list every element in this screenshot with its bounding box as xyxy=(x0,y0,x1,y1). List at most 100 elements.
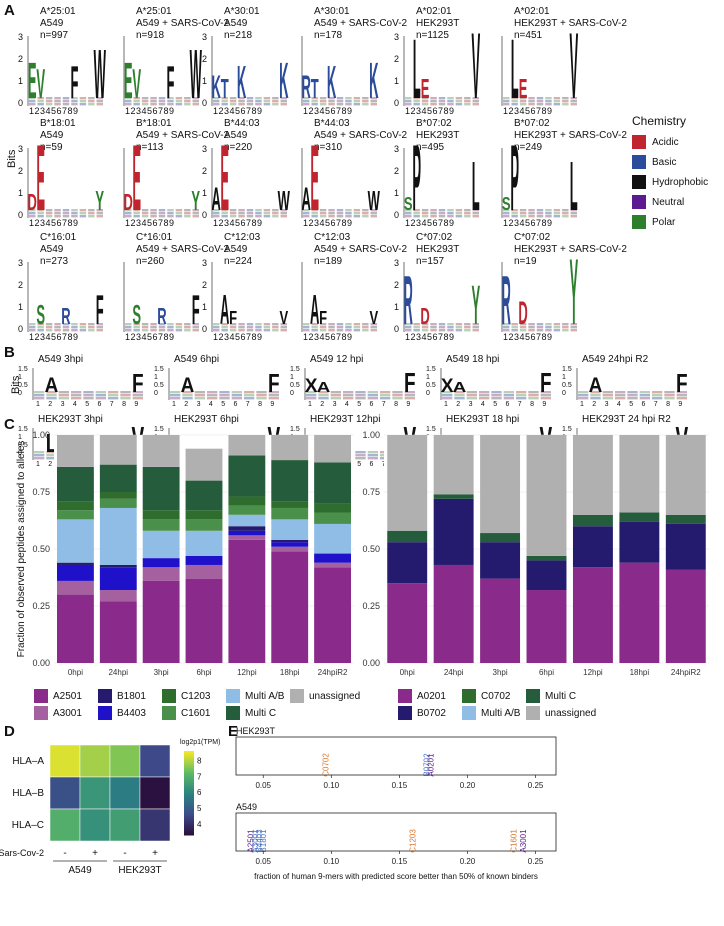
x-tick-label: 6hpi xyxy=(196,668,211,677)
logo-noise-mark xyxy=(79,326,87,329)
panel-b-y-tick: 1.5 xyxy=(290,426,300,433)
logo-noise-mark xyxy=(88,323,95,326)
panel-b-x-tick: 5 xyxy=(357,401,362,408)
logo-noise-mark xyxy=(370,215,377,218)
logo-noise-mark xyxy=(272,329,279,332)
panel-b-x-tick: 3 xyxy=(332,401,337,408)
logo-noise-mark xyxy=(442,394,453,397)
logo-noise-mark xyxy=(519,323,527,326)
panel-label-d: D xyxy=(4,723,15,740)
bar-segment-a3001 xyxy=(314,562,351,568)
legend-label: B1801 xyxy=(117,690,146,702)
panel-b-logo-title: A549 6hpi xyxy=(174,354,220,365)
colorbar-step xyxy=(184,801,194,804)
logo-noise-mark xyxy=(545,212,552,215)
logo-noise-mark xyxy=(280,100,287,103)
colorbar-step xyxy=(184,793,194,796)
bar-segment-unassigned xyxy=(99,435,137,465)
bar-segment-a2501 xyxy=(185,578,223,663)
logo-y-tick: 3 xyxy=(202,32,208,42)
logo-letter: A xyxy=(317,379,331,396)
logo-noise-mark xyxy=(71,97,78,100)
logo-noise-mark xyxy=(207,394,218,397)
chemistry-legend-item: Neutral xyxy=(632,192,708,212)
panel-b-x-tick: 1 xyxy=(580,401,584,408)
logo-noise-mark xyxy=(88,212,95,215)
logo-noise-mark xyxy=(392,391,403,394)
x-tick-label: 24hpi xyxy=(108,668,128,677)
logo-x-ticks: 123456789 xyxy=(29,218,79,228)
logo-noise-mark xyxy=(45,326,53,329)
logo-noise-mark xyxy=(125,326,132,329)
logo-noise-mark xyxy=(133,97,140,100)
panel-b-y-tick: 0.5 xyxy=(154,382,164,389)
chemistry-legend-label: Basic xyxy=(652,156,677,168)
logo-noise-mark xyxy=(405,326,412,329)
bar-segment-multi-c xyxy=(228,455,266,497)
logo-noise-mark xyxy=(141,329,149,332)
colorbar-step xyxy=(184,757,194,760)
panel-b-x-tick: 4 xyxy=(208,401,213,408)
logo-y-tick: 0 xyxy=(394,324,400,334)
logo-noise-mark xyxy=(602,391,613,394)
logo-noise-mark xyxy=(343,391,354,394)
logo-noise-mark xyxy=(29,212,36,215)
allele-point-label: A3001 xyxy=(519,829,528,853)
colorbar-step xyxy=(184,820,194,823)
logo-letter: V xyxy=(369,308,378,329)
logo-x-ticks: 123456789 xyxy=(503,106,553,116)
logo-letter: D xyxy=(420,304,429,330)
bar-segment-a0201 xyxy=(665,569,706,663)
logo-noise-mark xyxy=(413,97,420,100)
y-tick-label: 0.00 xyxy=(362,658,380,668)
logo-noise-mark xyxy=(615,394,626,397)
colorbar-tick: 4 xyxy=(197,820,202,829)
logo-letter: F xyxy=(96,286,104,333)
logo-letter: S xyxy=(404,194,413,215)
colorbar-step xyxy=(184,755,194,758)
logo-noise-mark xyxy=(472,209,479,212)
logo-noise-mark xyxy=(213,100,220,103)
logo-noise-mark xyxy=(570,215,577,218)
logo-noise-mark xyxy=(430,326,437,329)
colorbar-step xyxy=(184,769,194,773)
logo-letter: W xyxy=(368,184,380,216)
legend-swatch xyxy=(226,689,240,703)
logo-title: A*25:01 A549 + SARS-CoV-2 n=918 xyxy=(136,6,229,42)
logo-noise-mark xyxy=(141,326,149,329)
logo-letter: Y xyxy=(95,184,104,216)
bar-segment-b4403 xyxy=(271,542,309,547)
logo-noise-mark xyxy=(367,457,378,460)
logo-noise-mark xyxy=(96,103,103,106)
logo-noise-mark xyxy=(455,215,463,218)
logo-y-tick: 1 xyxy=(18,302,24,312)
colorbar-tick: 6 xyxy=(197,788,202,797)
logo-noise-mark xyxy=(353,215,361,218)
logo-noise-mark xyxy=(303,103,310,106)
logo-noise-mark xyxy=(562,215,569,218)
logo-noise-mark xyxy=(405,323,412,326)
logo-noise-mark xyxy=(528,397,539,400)
logo-noise-mark xyxy=(404,391,415,394)
bar-segment-b4403 xyxy=(99,567,137,591)
logo-noise-mark xyxy=(464,326,471,329)
panel-b-logo-title: HEK293T 12hpi xyxy=(310,414,381,425)
logo-noise-mark xyxy=(231,391,242,394)
legend-item: B0702 xyxy=(398,706,446,720)
logo-noise-mark xyxy=(362,212,369,215)
x-tick-label: 0.20 xyxy=(460,781,476,790)
logo-noise-mark xyxy=(421,323,429,326)
bar-segment-b4403 xyxy=(57,564,94,581)
logo-noise-mark xyxy=(303,100,310,103)
panel-b-y-tick: 0 xyxy=(562,390,566,397)
logo-noise-mark xyxy=(511,97,518,100)
logo-noise-mark xyxy=(37,215,44,218)
panel-b-y-tick: 0 xyxy=(18,390,22,397)
panel-b-x-tick: 6 xyxy=(641,401,646,408)
logo-letter: W xyxy=(278,184,290,216)
y-tick-label: 1.00 xyxy=(32,430,50,440)
logo-noise-mark xyxy=(438,215,446,218)
logo-noise-mark xyxy=(345,326,352,329)
bar-segment-c1203 xyxy=(228,496,266,506)
logo-noise-mark xyxy=(355,391,366,394)
